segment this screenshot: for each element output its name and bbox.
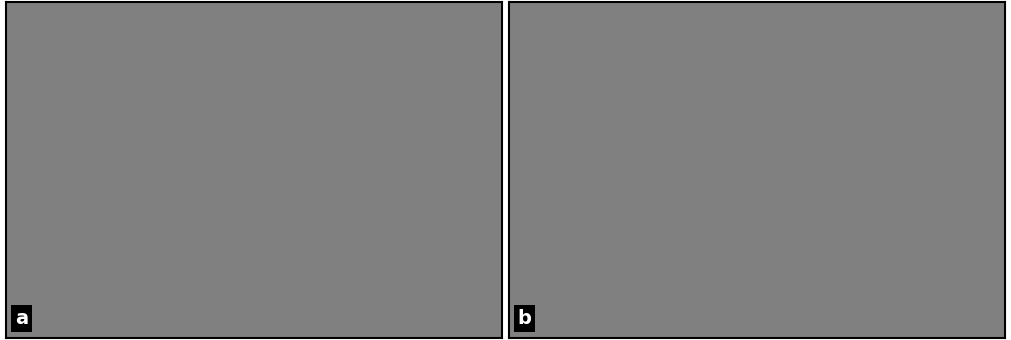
Text: b: b (518, 309, 532, 328)
Text: a: a (15, 309, 28, 328)
